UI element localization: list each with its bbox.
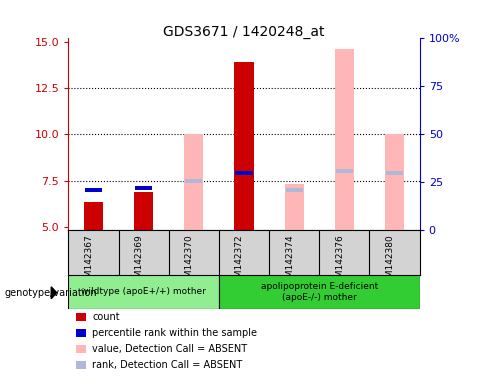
Text: GSM142367: GSM142367: [84, 234, 93, 289]
Text: apolipoprotein E-deficient
(apoE-/-) mother: apolipoprotein E-deficient (apoE-/-) mot…: [261, 282, 378, 301]
Bar: [184, 134, 203, 230]
Bar: [135, 186, 152, 190]
Bar: [386, 171, 403, 175]
Bar: [336, 169, 353, 173]
Bar: [335, 50, 354, 230]
Text: wildtype (apoE+/+) mother: wildtype (apoE+/+) mother: [81, 287, 206, 296]
Bar: [235, 171, 253, 175]
Bar: [134, 192, 153, 230]
Bar: [285, 184, 304, 230]
Text: rank, Detection Call = ABSENT: rank, Detection Call = ABSENT: [92, 360, 243, 370]
Text: GDS3671 / 1420248_at: GDS3671 / 1420248_at: [163, 25, 325, 39]
Text: GSM142369: GSM142369: [135, 234, 143, 289]
Bar: [285, 188, 303, 192]
Bar: [84, 202, 103, 230]
Text: value, Detection Call = ABSENT: value, Detection Call = ABSENT: [92, 344, 247, 354]
Bar: [385, 134, 404, 230]
Text: genotype/variation: genotype/variation: [5, 288, 98, 298]
Text: GSM142374: GSM142374: [285, 234, 294, 288]
Text: count: count: [92, 312, 120, 322]
Bar: [219, 275, 420, 309]
Bar: [68, 275, 219, 309]
Bar: [234, 62, 254, 230]
Text: GSM142380: GSM142380: [386, 234, 395, 289]
Text: GSM142376: GSM142376: [335, 234, 345, 289]
Text: GSM142370: GSM142370: [185, 234, 194, 289]
Bar: [85, 188, 102, 192]
Text: GSM142372: GSM142372: [235, 234, 244, 288]
Bar: [185, 179, 203, 182]
Text: percentile rank within the sample: percentile rank within the sample: [92, 328, 257, 338]
Polygon shape: [51, 287, 57, 299]
